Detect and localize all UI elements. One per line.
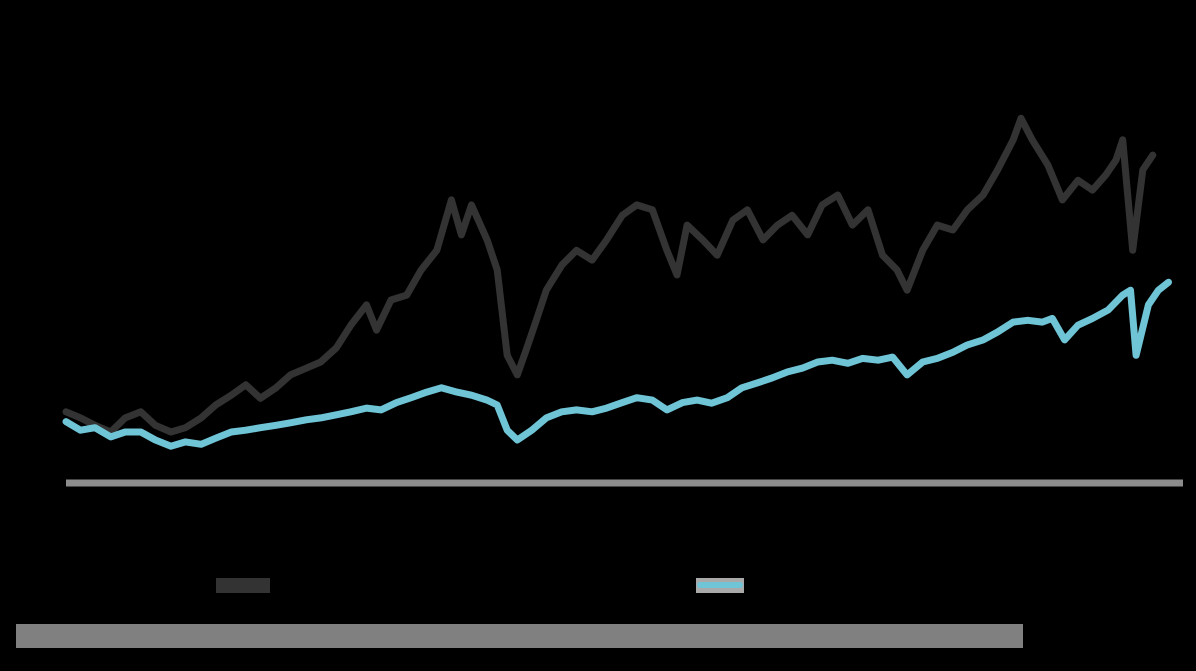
series-line-dark bbox=[62, 114, 1157, 436]
legend-item-dark-series bbox=[216, 577, 278, 593]
series-line-teal bbox=[62, 278, 1172, 450]
legend-swatch-dark bbox=[216, 577, 270, 593]
legend-swatch-teal bbox=[696, 577, 744, 593]
legend-item-teal-series bbox=[696, 577, 752, 593]
series-lines bbox=[62, 114, 1172, 450]
gridlines bbox=[66, 114, 1183, 423]
legend-swatch-teal-line bbox=[697, 582, 743, 588]
source-footnote bbox=[16, 624, 1023, 648]
